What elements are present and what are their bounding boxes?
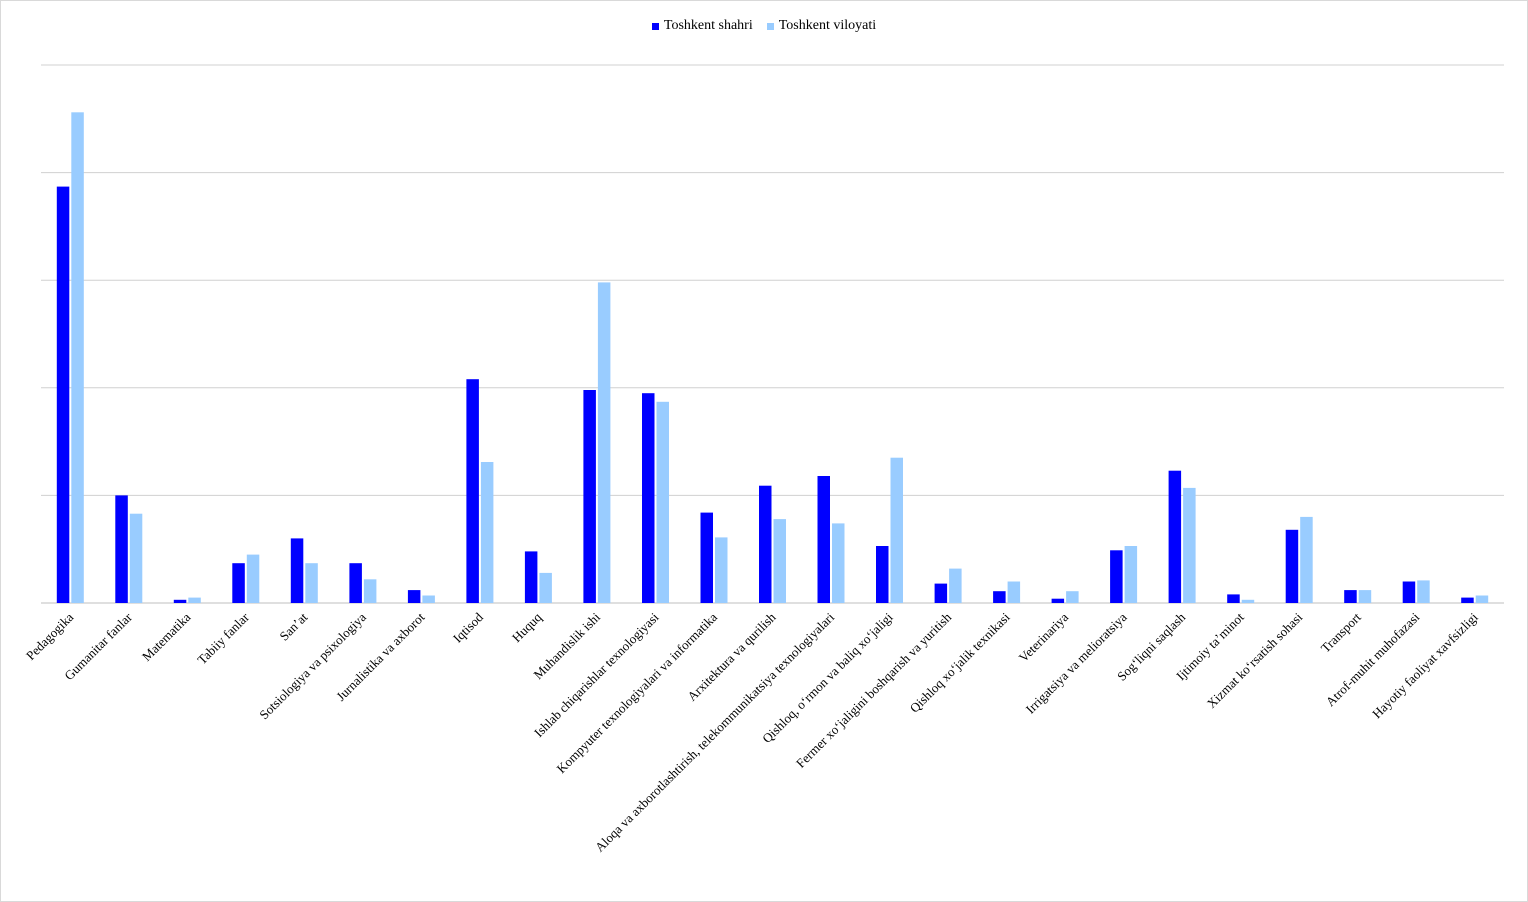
bar-toshkent-viloyati-16 xyxy=(1007,581,1021,603)
bar-toshkent-viloyati-7 xyxy=(480,462,494,603)
x-tick-label-2: Matematika xyxy=(139,609,194,664)
legend-swatch-toshkent-shahri xyxy=(651,22,659,30)
bar-toshkent-shahri-12 xyxy=(759,485,772,603)
bar-toshkent-viloyati-18 xyxy=(1124,546,1138,603)
bar-toshkent-shahri-18 xyxy=(1110,550,1123,603)
bar-toshkent-viloyati-22 xyxy=(1358,590,1372,603)
bar-toshkent-viloyati-23 xyxy=(1417,580,1430,603)
bar-toshkent-shahri-4 xyxy=(290,538,304,603)
bar-toshkent-shahri-17 xyxy=(1051,598,1065,603)
bar-toshkent-viloyati-21 xyxy=(1300,516,1313,603)
bar-toshkent-viloyati-6 xyxy=(422,595,435,603)
legend-item-toshkent-viloyati: Toshkent viloyati xyxy=(766,18,877,34)
bar-toshkent-viloyati-17 xyxy=(1066,591,1079,603)
x-tick-label-4: San’at xyxy=(276,609,310,643)
bar-toshkent-shahri-14 xyxy=(876,546,889,603)
bar-toshkent-shahri-19 xyxy=(1168,470,1182,603)
bar-toshkent-shahri-6 xyxy=(407,590,421,603)
bar-toshkent-shahri-2 xyxy=(173,599,187,603)
x-tick-label-0: Pedagogika xyxy=(23,609,77,663)
bar-toshkent-shahri-22 xyxy=(1344,590,1357,603)
bar-toshkent-shahri-8 xyxy=(524,551,538,603)
bar-toshkent-viloyati-24 xyxy=(1475,595,1489,603)
bar-toshkent-shahri-23 xyxy=(1402,581,1416,603)
bar-toshkent-shahri-21 xyxy=(1285,529,1299,603)
x-tick-label-17: Veterinariya xyxy=(1016,609,1072,665)
bar-toshkent-viloyati-2 xyxy=(188,597,201,603)
bar-toshkent-shahri-5 xyxy=(349,563,362,603)
legend: Toshkent shahri Toshkent viloyati xyxy=(0,18,1528,34)
legend-swatch-toshkent-viloyati xyxy=(766,22,774,30)
bar-toshkent-viloyati-11 xyxy=(715,537,728,603)
bar-toshkent-viloyati-8 xyxy=(539,572,552,603)
bar-toshkent-shahri-3 xyxy=(232,563,245,603)
x-tick-label-8: Huquq xyxy=(509,609,545,645)
bar-toshkent-viloyati-12 xyxy=(773,519,786,603)
bar-toshkent-shahri-20 xyxy=(1227,594,1240,603)
x-tick-label-5: Sotsiologiya va psixologiya xyxy=(256,609,369,722)
legend-item-toshkent-shahri: Toshkent shahri xyxy=(651,18,753,34)
bar-toshkent-viloyati-15 xyxy=(949,568,962,603)
x-tick-label-21: Xizmat ko‘rsatish sohasi xyxy=(1204,609,1306,711)
bar-toshkent-viloyati-10 xyxy=(656,401,669,603)
bar-toshkent-shahri-24 xyxy=(1461,597,1474,603)
legend-label-toshkent-shahri: Toshkent shahri xyxy=(663,18,753,33)
bar-toshkent-viloyati-0 xyxy=(71,112,84,604)
bar-toshkent-viloyati-5 xyxy=(363,579,377,603)
legend-label-toshkent-viloyati: Toshkent viloyati xyxy=(778,18,877,33)
x-tick-label-18: Irrigatsiya va melioratsiya xyxy=(1023,609,1130,716)
x-tick-label-16: Qishloq xo‘jalik texnikasi xyxy=(907,609,1013,715)
x-tick-label-24: Hayotiy faoliyat xavfsizligi xyxy=(1369,609,1481,721)
bar-toshkent-viloyati-14 xyxy=(890,457,903,603)
bar-toshkent-viloyati-9 xyxy=(597,282,611,603)
bars xyxy=(56,112,1489,604)
bar-toshkent-viloyati-19 xyxy=(1183,487,1196,603)
bar-toshkent-shahri-13 xyxy=(817,476,830,603)
bar-toshkent-shahri-15 xyxy=(934,583,948,603)
gridlines xyxy=(41,64,1504,604)
bar-toshkent-shahri-10 xyxy=(642,393,655,603)
x-tick-label-7: Iqtisod xyxy=(450,609,486,645)
x-tick-label-3: Tabiiy fanlar xyxy=(194,609,252,667)
bar-toshkent-viloyati-13 xyxy=(832,523,845,603)
bar-toshkent-shahri-7 xyxy=(466,379,479,603)
bar-toshkent-shahri-9 xyxy=(583,390,596,603)
bar-toshkent-viloyati-4 xyxy=(305,563,318,603)
x-tick-label-22: Transport xyxy=(1318,609,1364,655)
x-tick-label-10: Ishlab chiqarishlar texnologiyasi xyxy=(531,609,662,740)
bar-toshkent-shahri-0 xyxy=(56,186,70,603)
bar-toshkent-shahri-16 xyxy=(993,591,1006,603)
bar-toshkent-shahri-1 xyxy=(115,495,128,603)
bar-toshkent-viloyati-1 xyxy=(129,513,143,603)
bar-toshkent-viloyati-3 xyxy=(246,554,260,603)
bar-toshkent-viloyati-20 xyxy=(1241,599,1255,603)
bar-toshkent-shahri-11 xyxy=(700,512,713,603)
